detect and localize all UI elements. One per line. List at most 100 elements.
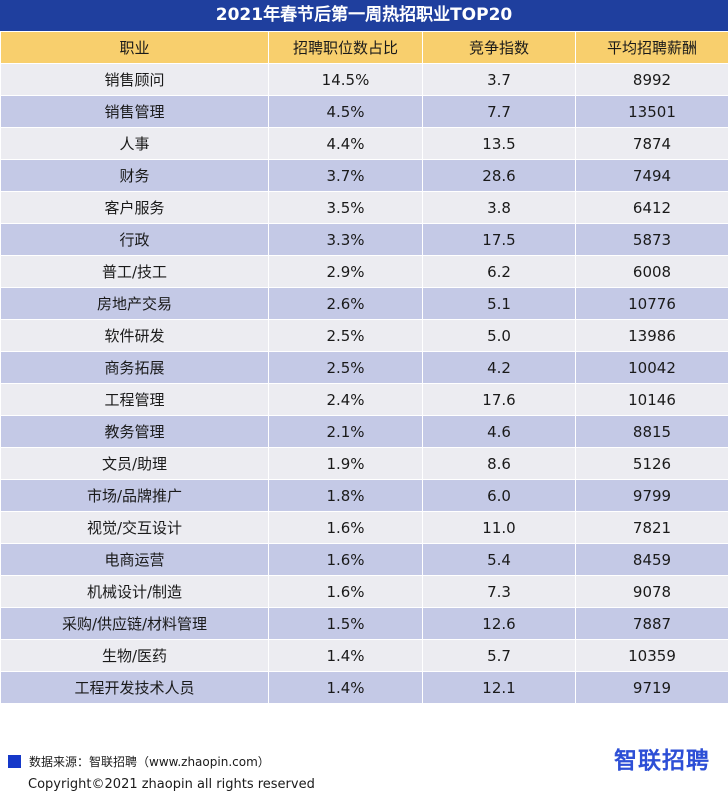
cell-share: 2.1% (268, 415, 423, 448)
cell-salary: 7874 (575, 127, 728, 160)
column-header-share: 招聘职位数占比 (268, 31, 423, 64)
cell-salary: 9078 (575, 575, 728, 608)
cell-occupation: 机械设计/制造 (0, 575, 269, 608)
column-header-competition: 竞争指数 (422, 31, 576, 64)
cell-salary: 8815 (575, 415, 728, 448)
data-source-note: 数据来源：智联招聘（www.zhaopin.com） (8, 752, 270, 770)
cell-occupation: 软件研发 (0, 319, 269, 352)
table-row: 客户服务 3.5% 3.8 6412 (0, 191, 728, 224)
header-row: 职业 招聘职位数占比 竞争指数 平均招聘薪酬 (0, 31, 728, 64)
cell-share: 2.5% (268, 351, 423, 384)
cell-competition: 6.2 (422, 255, 576, 288)
cell-salary: 10146 (575, 383, 728, 416)
cell-share: 1.5% (268, 607, 423, 640)
cell-occupation: 销售管理 (0, 95, 269, 128)
cell-share: 3.7% (268, 159, 423, 192)
cell-salary: 13986 (575, 319, 728, 352)
cell-occupation: 行政 (0, 223, 269, 256)
cell-occupation: 房地产交易 (0, 287, 269, 320)
cell-competition: 5.7 (422, 639, 576, 672)
cell-occupation: 文员/助理 (0, 447, 269, 480)
table-row: 软件研发 2.5% 5.0 13986 (0, 319, 728, 352)
cell-share: 2.9% (268, 255, 423, 288)
cell-competition: 13.5 (422, 127, 576, 160)
cell-occupation: 客户服务 (0, 191, 269, 224)
cell-share: 3.5% (268, 191, 423, 224)
cell-competition: 5.1 (422, 287, 576, 320)
table-row: 教务管理 2.1% 4.6 8815 (0, 415, 728, 448)
table-row: 行政 3.3% 17.5 5873 (0, 223, 728, 256)
cell-occupation: 人事 (0, 127, 269, 160)
source-marker-square (8, 754, 21, 768)
table-row: 工程管理 2.4% 17.6 10146 (0, 383, 728, 416)
cell-salary: 13501 (575, 95, 728, 128)
cell-competition: 17.5 (422, 223, 576, 256)
table-row: 商务拓展 2.5% 4.2 10042 (0, 351, 728, 384)
data-source-text: 数据来源：智联招聘（www.zhaopin.com） (29, 754, 270, 769)
cell-competition: 3.7 (422, 63, 576, 96)
table-row: 市场/品牌推广 1.8% 6.0 9799 (0, 479, 728, 512)
cell-competition: 12.1 (422, 671, 576, 704)
cell-occupation: 生物/医药 (0, 639, 269, 672)
cell-occupation: 市场/品牌推广 (0, 479, 269, 512)
cell-competition: 5.4 (422, 543, 576, 576)
cell-share: 2.5% (268, 319, 423, 352)
cell-share: 1.8% (268, 479, 423, 512)
table-row: 财务 3.7% 28.6 7494 (0, 159, 728, 192)
data-table: 职业 招聘职位数占比 竞争指数 平均招聘薪酬 销售顾问 14.5% 3.7 8992 销… (0, 31, 728, 704)
cell-share: 1.6% (268, 575, 423, 608)
table-row: 房地产交易 2.6% 5.1 10776 (0, 287, 728, 320)
cell-share: 1.9% (268, 447, 423, 480)
cell-competition: 17.6 (422, 383, 576, 416)
cell-competition: 3.8 (422, 191, 576, 224)
cell-occupation: 工程开发技术人员 (0, 671, 269, 704)
cell-salary: 7887 (575, 607, 728, 640)
table-row: 电商运营 1.6% 5.4 8459 (0, 543, 728, 576)
table-row: 销售顾问 14.5% 3.7 8992 (0, 63, 728, 96)
cell-salary: 5126 (575, 447, 728, 480)
table-row: 文员/助理 1.9% 8.6 5126 (0, 447, 728, 480)
cell-share: 2.4% (268, 383, 423, 416)
cell-share: 4.5% (268, 95, 423, 128)
cell-salary: 7821 (575, 511, 728, 544)
table-row: 机械设计/制造 1.6% 7.3 9078 (0, 575, 728, 608)
cell-share: 14.5% (268, 63, 423, 96)
cell-salary: 9799 (575, 479, 728, 512)
cell-salary: 5873 (575, 223, 728, 256)
cell-competition: 5.0 (422, 319, 576, 352)
cell-competition: 7.7 (422, 95, 576, 128)
table-row: 工程开发技术人员 1.4% 12.1 9719 (0, 671, 728, 704)
cell-competition: 8.6 (422, 447, 576, 480)
cell-occupation: 普工/技工 (0, 255, 269, 288)
zhaopin-logo: 智联招聘 (614, 748, 710, 774)
table-row: 普工/技工 2.9% 6.2 6008 (0, 255, 728, 288)
table-body: 销售顾问 14.5% 3.7 8992 销售管理 4.5% 7.7 13501 人事 4.4% 13… (0, 63, 728, 704)
cell-salary: 9719 (575, 671, 728, 704)
cell-occupation: 教务管理 (0, 415, 269, 448)
cell-competition: 28.6 (422, 159, 576, 192)
cell-occupation: 工程管理 (0, 383, 269, 416)
cell-salary: 7494 (575, 159, 728, 192)
table-row: 销售管理 4.5% 7.7 13501 (0, 95, 728, 128)
cell-competition: 4.6 (422, 415, 576, 448)
cell-share: 1.4% (268, 639, 423, 672)
cell-competition: 6.0 (422, 479, 576, 512)
cell-occupation: 商务拓展 (0, 351, 269, 384)
cell-salary: 6008 (575, 255, 728, 288)
copyright-text: Copyright©2021 zhaopin all rights reserv… (28, 777, 315, 792)
table-row: 采购/供应链/材料管理 1.5% 12.6 7887 (0, 607, 728, 640)
cell-competition: 7.3 (422, 575, 576, 608)
cell-share: 3.3% (268, 223, 423, 256)
cell-occupation: 视觉/交互设计 (0, 511, 269, 544)
cell-competition: 4.2 (422, 351, 576, 384)
column-header-salary: 平均招聘薪酬 (575, 31, 728, 64)
table-title: 2021年春节后第一周热招职业TOP20 (0, 0, 728, 31)
cell-share: 4.4% (268, 127, 423, 160)
cell-salary: 10042 (575, 351, 728, 384)
cell-occupation: 采购/供应链/材料管理 (0, 607, 269, 640)
cell-salary: 10776 (575, 287, 728, 320)
column-header-occupation: 职业 (0, 31, 269, 64)
table-row: 人事 4.4% 13.5 7874 (0, 127, 728, 160)
cell-share: 2.6% (268, 287, 423, 320)
